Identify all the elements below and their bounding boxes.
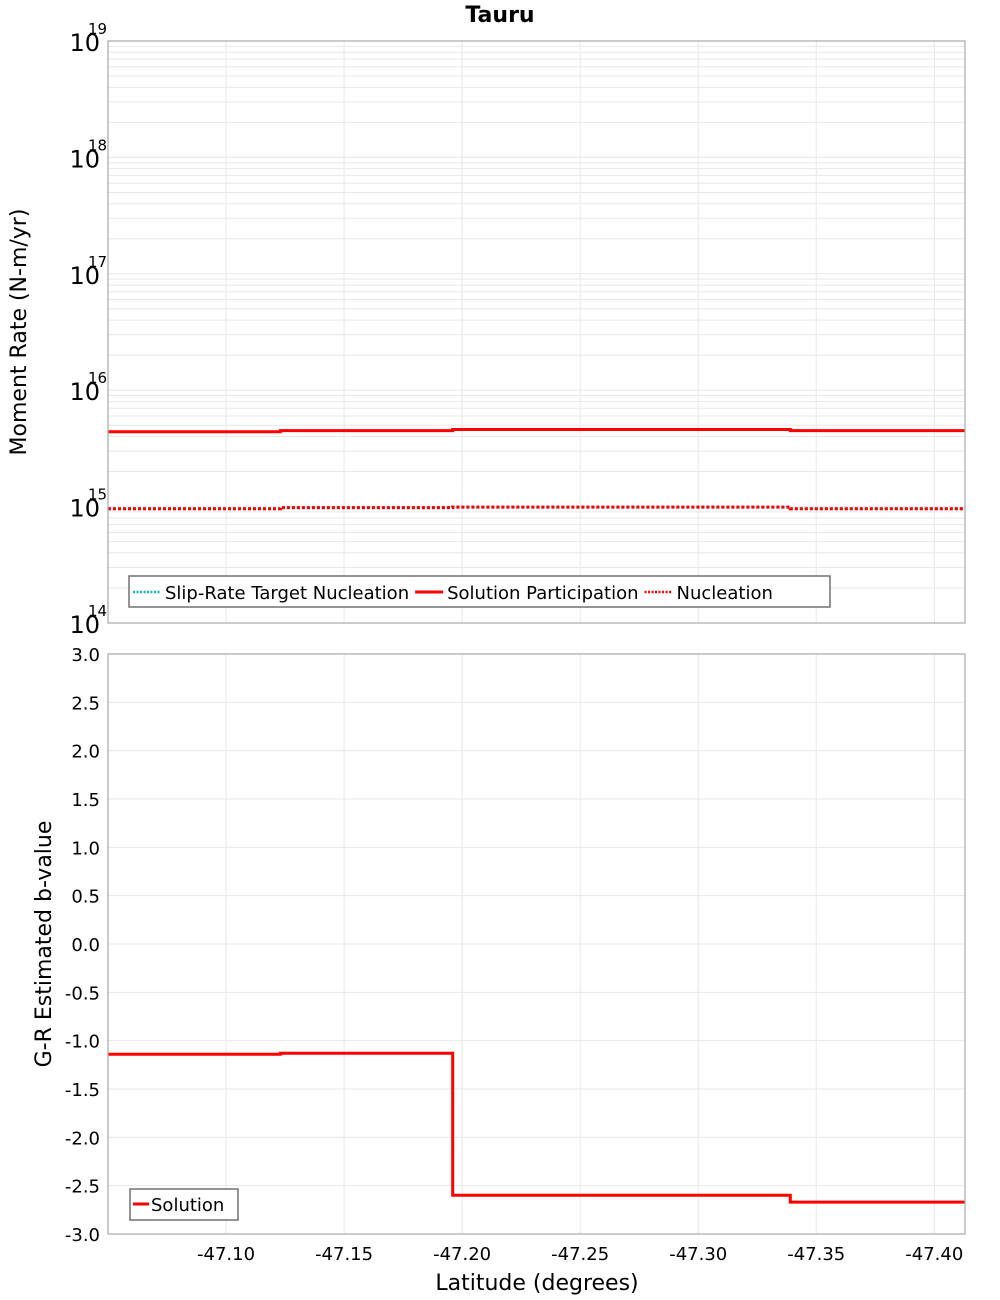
legend-item: Solution Participation: [415, 583, 638, 604]
y-tick-label: -3.0: [65, 1225, 100, 1246]
bottom-y-axis-label: G-R Estimated b-value: [32, 821, 57, 1068]
y-tick-label: 1019: [69, 20, 107, 57]
svg-text:Solution Participation: Solution Participation: [447, 583, 638, 604]
svg-text:14: 14: [88, 602, 107, 620]
y-tick-label: 1016: [69, 369, 107, 406]
x-tick-label: -47.15: [315, 1244, 373, 1265]
y-tick-label: 3.0: [71, 645, 100, 666]
y-tick-label: 2.0: [71, 742, 100, 763]
legend-item: Slip-Rate Target Nucleation: [133, 583, 409, 604]
y-tick-label: 1015: [69, 486, 107, 523]
x-axis-label: Latitude (degrees): [435, 1271, 638, 1296]
x-tick-label: -47.40: [905, 1244, 963, 1265]
svg-text:Nucleation: Nucleation: [677, 583, 773, 604]
y-tick-label: 1.0: [71, 838, 100, 859]
b-value-plot: 3.0 2.5 2.0 1.5 1.0 0.5 0.0 -0.5 -1.0 -1.5 -2.0 -2.…: [32, 645, 965, 1296]
svg-text:Slip-Rate Target Nucleation: Slip-Rate Target Nucleation: [165, 583, 409, 604]
svg-text:17: 17: [88, 253, 107, 271]
bottom-y-ticks: 3.0 2.5 2.0 1.5 1.0 0.5 0.0 -0.5 -1.0 -1.5 -2.0 -2.…: [65, 645, 100, 1246]
y-tick-label: 0.0: [71, 935, 100, 956]
y-tick-label: 1014: [69, 602, 107, 639]
x-tick-label: -47.25: [551, 1244, 609, 1265]
y-tick-label: 1017: [69, 253, 107, 290]
y-tick-label: -0.5: [65, 983, 100, 1004]
x-tick-label: -47.30: [669, 1244, 727, 1265]
chart-figure: Tauru 1019 1018 1017 1016 1015 1014 Moment Ra…: [0, 0, 1000, 1300]
y-tick-label: -1.0: [65, 1032, 100, 1053]
x-ticks: -47.10 -47.15 -47.20 -47.25 -47.30 -47.35 -47.…: [197, 1244, 963, 1265]
y-tick-label: -2.0: [65, 1128, 100, 1149]
svg-text:16: 16: [88, 369, 107, 387]
svg-text:18: 18: [88, 136, 107, 154]
svg-text:Solution: Solution: [151, 1195, 224, 1216]
moment-rate-plot: 1019 1018 1017 1016 1015 1014 Moment Rate (N-…: [7, 20, 965, 639]
top-y-axis-label: Moment Rate (N-m/yr): [7, 209, 32, 456]
svg-text:15: 15: [88, 486, 107, 504]
y-tick-label: 2.5: [71, 693, 100, 714]
top-legend: Slip-Rate Target Nucleation Solution Part…: [129, 576, 830, 607]
y-tick-label: 0.5: [71, 887, 100, 908]
x-tick-label: -47.35: [787, 1244, 845, 1265]
y-tick-label: 1018: [69, 136, 107, 173]
y-tick-label: -2.5: [65, 1177, 100, 1198]
bottom-legend: Solution: [130, 1189, 238, 1220]
x-tick-label: -47.20: [433, 1244, 491, 1265]
y-tick-label: 1.5: [71, 790, 100, 811]
svg-text:19: 19: [88, 20, 107, 38]
y-tick-label: -1.5: [65, 1080, 100, 1101]
top-y-ticks: 1019 1018 1017 1016 1015 1014: [69, 20, 107, 639]
chart-title: Tauru: [465, 3, 534, 28]
x-tick-label: -47.10: [197, 1244, 255, 1265]
